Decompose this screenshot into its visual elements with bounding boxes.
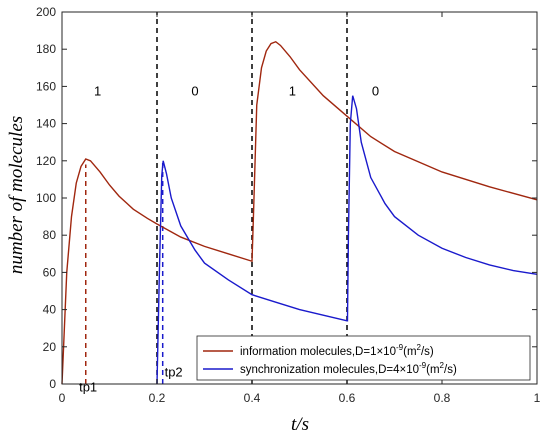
y-tick-label: 200 bbox=[36, 5, 56, 19]
y-axis-title: number of molecules bbox=[6, 116, 27, 274]
x-tick-label: 0 bbox=[59, 391, 66, 405]
annotation-4: tp1 bbox=[79, 379, 97, 394]
series-layer bbox=[61, 40, 538, 385]
annotation-layer: 1 0 1 0 tp1 tp2 bbox=[79, 84, 379, 395]
legend-label-synchronization: synchronization molecules,D=4×10-9(m2/s) bbox=[240, 361, 457, 376]
legend-box bbox=[196, 335, 531, 381]
series-line-1 bbox=[156, 95, 538, 385]
x-tick-label: 0.4 bbox=[244, 391, 261, 405]
legend: information molecules,D=1×10-9(m2/s) syn… bbox=[196, 335, 531, 381]
y-tick-label: 80 bbox=[43, 228, 57, 242]
vertical-reference-lines bbox=[85, 12, 348, 384]
y-tick-label: 0 bbox=[49, 377, 56, 391]
annotation-3: 0 bbox=[372, 84, 379, 99]
x-axis-title: t/s bbox=[291, 414, 309, 435]
annotation-0: 1 bbox=[94, 84, 101, 99]
annotation-2: 1 bbox=[289, 84, 296, 99]
y-tick-label: 60 bbox=[43, 265, 57, 279]
y-tick-label: 20 bbox=[43, 340, 57, 354]
y-tick-label: 120 bbox=[36, 154, 56, 168]
legend-label-information: information molecules,D=1×10-9(m2/s) bbox=[240, 343, 434, 358]
y-tick-label: 160 bbox=[36, 79, 56, 93]
x-tick-label: 0.8 bbox=[434, 391, 451, 405]
annotation-1: 0 bbox=[191, 84, 198, 99]
y-tick-label: 180 bbox=[36, 42, 56, 56]
series-line-0 bbox=[61, 40, 538, 385]
y-tick-label: 140 bbox=[36, 117, 56, 131]
x-tick-label: 0.6 bbox=[339, 391, 356, 405]
annotation-5: tp2 bbox=[165, 365, 183, 380]
y-tick-label: 40 bbox=[43, 303, 57, 317]
x-tick-label: 1 bbox=[534, 391, 541, 405]
tick-layer: 0 0.2 0.4 0.6 0.8 102040608010012014016018020… bbox=[36, 5, 541, 405]
y-tick-label: 100 bbox=[36, 191, 56, 205]
x-tick-label: 0.2 bbox=[149, 391, 166, 405]
